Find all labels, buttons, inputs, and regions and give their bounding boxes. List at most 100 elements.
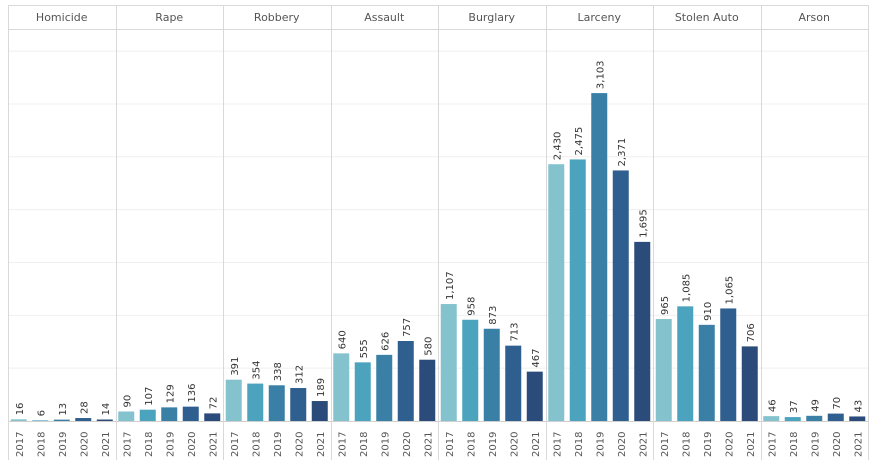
year-tick-label: 2020: [832, 432, 843, 457]
year-tick-label: 2020: [294, 432, 305, 457]
bar-burglary-2019: [483, 328, 500, 421]
value-label: 136: [187, 384, 198, 403]
panel-stolen-auto: Stolen Auto 965 2017 1,085 2018 910 2019 1,065 2…: [655, 11, 758, 457]
bar-stolen-auto-2021: [741, 346, 758, 421]
bar-homicide-2017: [10, 419, 27, 421]
bar-assault-2020: [397, 341, 414, 421]
panel-larceny: Larceny 2,430 2017 2,475 2018 3,103 2019 2,371 2…: [548, 11, 651, 457]
bar-burglary-2018: [462, 319, 479, 421]
year-tick-label: 2018: [251, 432, 262, 457]
panel-title: Stolen Auto: [675, 11, 739, 24]
bar-robbery-2018: [247, 383, 264, 421]
panel-title: Arson: [799, 11, 831, 24]
panel-arson: Arson 46 2017 37 2018 49 2019 70 2020 43 2021: [763, 11, 866, 457]
year-tick-label: 2021: [208, 432, 219, 457]
year-tick-label: 2017: [122, 432, 133, 457]
bar-stolen-auto-2018: [677, 306, 694, 421]
value-label: 640: [337, 330, 348, 349]
value-label: 16: [15, 403, 26, 416]
value-label: 1,085: [681, 274, 692, 303]
year-tick-label: 2018: [144, 432, 155, 457]
value-label: 1,107: [445, 271, 456, 300]
bar-larceny-2020: [612, 170, 629, 421]
bar-larceny-2019: [591, 93, 608, 421]
bar-arson-2018: [784, 417, 801, 421]
bar-burglary-2020: [505, 345, 522, 421]
value-label: 706: [746, 323, 757, 342]
value-label: 189: [316, 378, 327, 397]
bar-arson-2019: [806, 415, 823, 421]
panel-title: Homicide: [36, 11, 88, 24]
value-label: 757: [402, 318, 413, 337]
year-tick-label: 2019: [810, 432, 821, 457]
value-label: 713: [509, 323, 520, 342]
bar-arson-2017: [763, 416, 780, 421]
value-label: 129: [165, 384, 176, 403]
year-tick-label: 2020: [187, 432, 198, 457]
bar-larceny-2018: [569, 159, 586, 421]
value-label: 338: [273, 362, 284, 381]
year-tick-label: 2019: [165, 432, 176, 457]
value-label: 107: [144, 387, 155, 406]
value-label: 467: [531, 349, 542, 368]
bar-robbery-2017: [225, 379, 242, 421]
year-tick-label: 2019: [380, 432, 391, 457]
bar-stolen-auto-2020: [720, 308, 737, 421]
bar-assault-2018: [354, 362, 371, 421]
value-label: 312: [294, 365, 305, 384]
panel-title: Robbery: [254, 11, 300, 24]
year-tick-label: 2019: [58, 432, 69, 457]
bar-homicide-2019: [53, 419, 70, 421]
year-tick-label: 2020: [724, 432, 735, 457]
year-tick-label: 2019: [703, 432, 714, 457]
value-label: 90: [122, 395, 133, 408]
year-tick-label: 2017: [15, 432, 26, 457]
bar-robbery-2020: [290, 388, 307, 421]
year-tick-label: 2019: [273, 432, 284, 457]
year-tick-label: 2018: [359, 432, 370, 457]
bar-arson-2021: [849, 416, 866, 421]
panel-title: Rape: [155, 11, 183, 24]
year-tick-label: 2019: [488, 432, 499, 457]
value-label: 354: [251, 360, 262, 379]
year-tick-label: 2021: [423, 432, 434, 457]
value-label: 910: [703, 302, 714, 321]
value-label: 958: [466, 297, 477, 316]
bar-burglary-2021: [526, 371, 543, 421]
value-label: 1,065: [724, 276, 735, 305]
year-tick-label: 2020: [509, 432, 520, 457]
bar-larceny-2021: [634, 241, 651, 421]
value-label: 555: [359, 339, 370, 358]
bar-stolen-auto-2017: [655, 319, 672, 421]
value-label: 49: [810, 399, 821, 412]
year-tick-label: 2020: [79, 432, 90, 457]
year-tick-label: 2017: [660, 432, 671, 457]
value-label: 2,371: [617, 138, 628, 167]
panel-assault: Assault 640 2017 555 2018 626 2019 757 2020 580 20…: [333, 11, 436, 457]
bar-rape-2017: [118, 411, 135, 421]
panel-title: Burglary: [468, 11, 515, 24]
bar-arson-2020: [827, 413, 844, 421]
value-label: 14: [101, 403, 112, 416]
value-label: 580: [423, 337, 434, 356]
year-tick-label: 2019: [595, 432, 606, 457]
year-tick-label: 2017: [337, 432, 348, 457]
year-tick-label: 2017: [230, 432, 241, 457]
value-label: 46: [767, 399, 778, 412]
value-label: 1,695: [638, 209, 649, 238]
value-label: 626: [380, 332, 391, 351]
year-tick-label: 2017: [767, 432, 778, 457]
year-tick-label: 2021: [638, 432, 649, 457]
bar-rape-2018: [139, 409, 156, 421]
year-tick-label: 2020: [617, 432, 628, 457]
bar-robbery-2019: [268, 385, 285, 421]
bar-assault-2017: [333, 353, 350, 421]
panel-title: Assault: [364, 11, 405, 24]
year-tick-label: 2021: [531, 432, 542, 457]
bar-rape-2021: [204, 413, 221, 421]
year-tick-label: 2017: [552, 432, 563, 457]
bar-assault-2019: [376, 354, 393, 421]
value-label: 28: [79, 401, 90, 414]
value-label: 391: [230, 357, 241, 376]
